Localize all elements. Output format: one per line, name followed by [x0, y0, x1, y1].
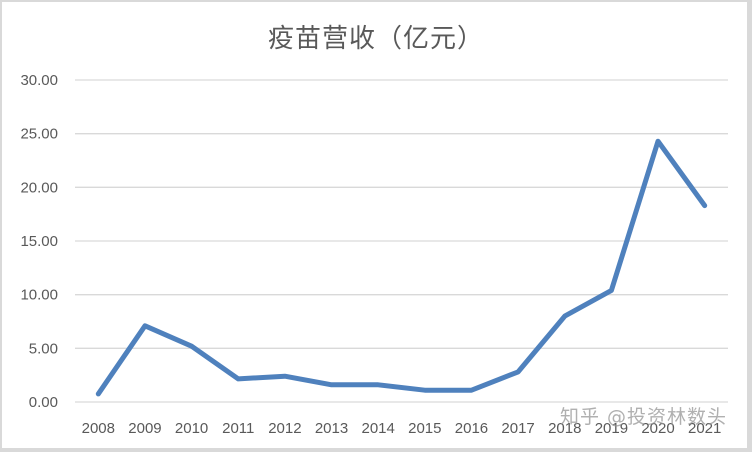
x-tick-label: 2015 [408, 420, 441, 437]
y-tick-label: 20.00 [20, 179, 58, 196]
x-tick-label: 2014 [361, 420, 394, 437]
x-tick-label: 2009 [128, 420, 161, 437]
x-tick-label: 2017 [501, 420, 534, 437]
x-tick-label: 2012 [268, 420, 301, 437]
y-tick-label: 5.00 [29, 340, 58, 357]
x-tick-label: 2013 [315, 420, 348, 437]
x-tick-label: 2019 [595, 420, 628, 437]
watermark: 知乎 @投资林数头 [560, 406, 728, 428]
x-tick-label: 2008 [82, 420, 115, 437]
x-tick-label: 2010 [175, 420, 208, 437]
x-tick-label: 2011 [222, 420, 254, 437]
x-tick-label: 2020 [641, 420, 674, 437]
series-line-vaccine-revenue [95, 138, 708, 397]
y-tick-label: 10.00 [20, 287, 58, 304]
y-tick-label: 15.00 [20, 233, 58, 250]
chart-title: 疫苗营收（亿元） [267, 24, 484, 54]
y-tick-label: 30.00 [20, 72, 58, 89]
y-axis-ticks: 0.00 5.00 10.00 15.00 20.00 25.00 30.00 [20, 72, 58, 411]
x-tick-label: 2021 [688, 420, 721, 437]
x-axis-ticks: 2008 2009 2010 2011 2012 2013 2014 2015 2016 2017… [82, 420, 722, 437]
y-tick-label: 25.00 [20, 126, 58, 143]
x-tick-label: 2018 [548, 420, 581, 437]
y-tick-label: 0.00 [29, 394, 58, 411]
gridlines [75, 79, 728, 403]
chart-frame [2, 2, 747, 448]
x-tick-label: 2016 [455, 420, 488, 437]
